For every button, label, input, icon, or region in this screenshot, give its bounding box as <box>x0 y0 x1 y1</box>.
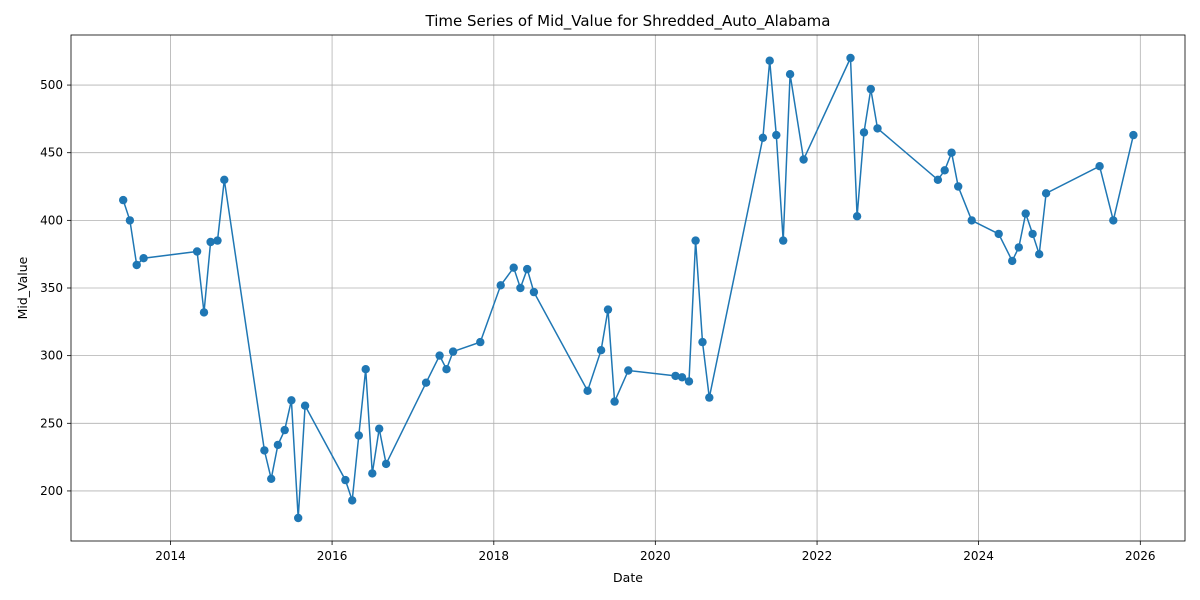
data-point <box>698 337 707 347</box>
data-point <box>496 281 505 290</box>
y-tick-label: 250 <box>40 416 63 430</box>
data-point <box>933 175 943 184</box>
data-point <box>294 513 303 523</box>
data-point <box>368 469 377 478</box>
y-tick-label: 300 <box>40 349 63 363</box>
data-point <box>421 378 431 387</box>
x-tick-label: 2026 <box>1125 549 1156 563</box>
x-tick-label: 2024 <box>963 549 994 563</box>
data-point <box>267 474 276 483</box>
data-point <box>610 397 619 406</box>
x-tick-label: 2014 <box>155 549 186 563</box>
data-point <box>354 431 363 440</box>
data-point <box>1035 250 1044 259</box>
data-point <box>361 365 370 374</box>
data-point <box>435 351 444 360</box>
y-axis-label: Mid_Value <box>15 256 30 319</box>
data-point <box>859 128 869 137</box>
data-point <box>967 216 976 225</box>
data-point <box>758 133 768 142</box>
x-tick-label: 2022 <box>802 549 833 563</box>
data-point <box>785 70 795 79</box>
data-point <box>846 53 855 63</box>
data-point <box>852 212 862 221</box>
data-point <box>779 236 788 245</box>
data-point <box>940 166 949 175</box>
data-point <box>1129 130 1138 140</box>
data-point <box>1109 216 1118 225</box>
y-tick-label: 450 <box>40 146 63 160</box>
data-point <box>381 459 391 469</box>
data-point <box>280 425 289 435</box>
data-point <box>300 401 310 410</box>
data-point <box>1014 243 1023 252</box>
data-point <box>677 373 687 382</box>
chart-title: Time Series of Mid_Value for Shredded_Au… <box>425 12 831 31</box>
data-point <box>799 155 808 164</box>
data-point <box>765 56 774 65</box>
data-point <box>260 446 269 455</box>
x-tick-label: 2018 <box>479 549 510 563</box>
data-point <box>529 287 539 297</box>
data-point <box>132 260 141 270</box>
x-tick-label: 2020 <box>640 549 671 563</box>
data-point <box>119 195 128 205</box>
data-point <box>772 130 781 140</box>
data-point <box>213 236 222 245</box>
data-point <box>596 346 606 355</box>
data-point <box>947 148 956 157</box>
data-point <box>476 337 485 347</box>
data-point <box>954 182 963 191</box>
data-point <box>1095 162 1104 171</box>
data-point <box>516 283 525 293</box>
x-axis-ticks: 2014 2016 2018 2020 2022 2024 2026 <box>155 541 1156 563</box>
data-point <box>192 247 202 256</box>
data-point <box>220 175 229 184</box>
data-point <box>348 496 357 505</box>
data-point <box>1041 189 1051 198</box>
data-point <box>125 216 135 225</box>
data-point <box>1028 229 1037 239</box>
data-point <box>873 124 882 133</box>
data-point <box>705 393 714 402</box>
data-point <box>341 475 350 485</box>
series-line <box>122 57 1135 519</box>
grid <box>71 35 1185 541</box>
data-point <box>199 308 209 317</box>
data-point <box>139 254 148 263</box>
data-point <box>287 396 296 405</box>
data-point <box>624 366 633 375</box>
data-point <box>691 236 700 245</box>
data-point <box>1008 256 1017 266</box>
data-point <box>603 305 613 314</box>
data-points <box>119 53 1138 523</box>
x-axis-label: Date <box>613 570 643 585</box>
data-point <box>206 237 215 247</box>
y-tick-label: 200 <box>40 484 63 498</box>
data-point <box>273 440 283 450</box>
data-point <box>671 371 680 381</box>
y-axis-ticks: 200 250 300 350 400 450 500 <box>40 78 71 498</box>
data-point <box>684 377 694 386</box>
data-point <box>1021 209 1030 218</box>
y-tick-label: 500 <box>40 78 63 92</box>
data-point <box>583 386 592 395</box>
data-point <box>509 263 518 272</box>
data-point <box>442 365 451 374</box>
data-point <box>994 229 1003 239</box>
data-point <box>523 264 532 274</box>
y-tick-label: 350 <box>40 281 63 295</box>
x-tick-label: 2016 <box>317 549 348 563</box>
data-point <box>448 347 458 356</box>
data-point <box>375 424 384 433</box>
y-tick-label: 400 <box>40 213 63 227</box>
data-point <box>866 84 875 94</box>
